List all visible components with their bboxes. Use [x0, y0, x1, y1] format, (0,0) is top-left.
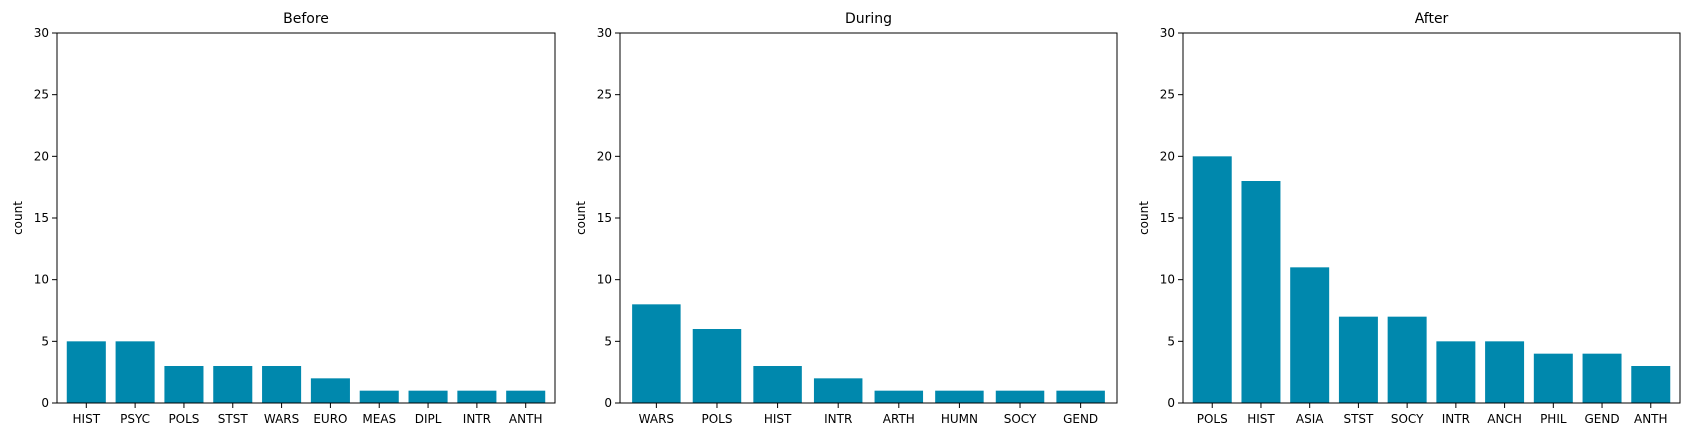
panel-before-ytick-label: 10: [34, 273, 49, 287]
xtick-label-wars: WARS: [639, 412, 674, 426]
panel-after-ylabel: count: [1137, 201, 1151, 235]
xtick-label-gend: GEND: [1063, 412, 1098, 426]
panel-before-ylabel: count: [11, 201, 25, 235]
panel-during-ytick-label: 5: [604, 334, 612, 348]
xtick-label-anth: ANTH: [509, 412, 543, 426]
bar-intr: [1436, 341, 1476, 403]
panel-after-ytick-label: 5: [1167, 334, 1175, 348]
panel-after-ytick-label: 30: [1160, 26, 1175, 40]
xtick-label-socy: SOCY: [1004, 412, 1037, 426]
xtick-label-wars: WARS: [264, 412, 299, 426]
xtick-label-humn: HUMN: [941, 412, 978, 426]
panel-before-frame: [56, 32, 556, 404]
bar-pols: [1192, 156, 1232, 403]
bar-dipl: [408, 390, 448, 403]
panel-before-title: Before: [283, 11, 329, 27]
bar-anth: [1631, 366, 1671, 403]
panel-during-title: During: [845, 11, 892, 27]
bar-psyc: [115, 341, 155, 403]
xtick-label-hist: HIST: [1247, 412, 1275, 426]
bar-stst: [213, 366, 253, 403]
xtick-label-phil: PHIL: [1540, 412, 1567, 426]
bar-pols: [164, 366, 204, 403]
panel-before-ytick-label: 15: [34, 211, 49, 225]
panel-during-ytick-label: 10: [597, 273, 612, 287]
xtick-label-arth: ARTH: [883, 412, 915, 426]
bar-wars: [262, 366, 302, 403]
bar-hist: [66, 341, 106, 403]
xtick-label-anch: ANCH: [1487, 412, 1522, 426]
xtick-label-intr: INTR: [463, 412, 491, 426]
bar-hist: [1241, 181, 1281, 403]
panel-during-ytick-label: 25: [597, 88, 612, 102]
panel-during-ytick-label: 30: [597, 26, 612, 40]
xtick-label-asia: ASIA: [1296, 412, 1324, 426]
panel-after-ytick-label: 25: [1160, 88, 1175, 102]
bar-phil: [1533, 353, 1573, 403]
xtick-label-socy: SOCY: [1391, 412, 1424, 426]
xtick-label-intr: INTR: [824, 412, 852, 426]
bar-humn: [935, 390, 984, 403]
xtick-label-euro: EURO: [313, 412, 347, 426]
panel-before-ytick-label: 25: [34, 88, 49, 102]
bar-arth: [874, 390, 924, 403]
bar-meas: [359, 390, 399, 403]
xtick-label-pols: POLS: [168, 412, 199, 426]
panel-after-ytick-label: 0: [1167, 396, 1175, 410]
bar-intr: [813, 378, 863, 403]
xtick-label-dipl: DIPL: [415, 412, 442, 426]
xtick-label-stst: STST: [1343, 412, 1374, 426]
panel-during-frame: [619, 32, 1118, 404]
bar-euro: [310, 378, 350, 403]
panel-after-ytick-label: 20: [1160, 149, 1175, 163]
bar-stst: [1338, 316, 1378, 403]
panel-before-ytick-label: 0: [41, 396, 49, 410]
xtick-label-meas: MEAS: [362, 412, 396, 426]
panel-before-ytick-label: 30: [34, 26, 49, 40]
bar-asia: [1290, 267, 1330, 403]
panel-before-ytick-label: 20: [34, 149, 49, 163]
panel-before-ytick-label: 5: [41, 334, 49, 348]
panel-after-ytick-label: 10: [1160, 273, 1175, 287]
panel-before: Before count 0 5 10 15 20 25 30 HIST PSYC POLS STST W…: [11, 11, 556, 426]
panel-during-ytick-label: 0: [604, 396, 612, 410]
panel-after-frame: [1182, 32, 1681, 404]
bar-gend: [1582, 353, 1622, 403]
xtick-label-pols: POLS: [701, 412, 732, 426]
bar-socy: [1387, 316, 1427, 403]
xtick-label-stst: STST: [218, 412, 249, 426]
panel-after-ytick-label: 15: [1160, 211, 1175, 225]
xtick-label-hist: HIST: [764, 412, 792, 426]
xtick-label-hist: HIST: [73, 412, 101, 426]
bar-gend: [1056, 390, 1105, 403]
xtick-label-intr: INTR: [1442, 412, 1470, 426]
bar-hist: [753, 366, 802, 403]
panel-during-ytick-label: 15: [597, 211, 612, 225]
bar-anth: [506, 390, 546, 403]
bar-wars: [632, 304, 681, 403]
panel-after: After count 0 5 10 15 20 25 30 POLS HIST ASIA STST SO…: [1137, 11, 1681, 426]
bar-anch: [1485, 341, 1525, 403]
panel-during-ylabel: count: [574, 201, 588, 235]
bar-intr: [457, 390, 497, 403]
xtick-label-psyc: PSYC: [120, 412, 150, 426]
panel-during: During count 0 5 10 15 20 25 30 WARS POLS HIST INTR A…: [574, 11, 1118, 426]
bar-socy: [995, 390, 1045, 403]
xtick-label-pols: POLS: [1197, 412, 1228, 426]
bar-pols: [692, 329, 742, 403]
xtick-label-anth: ANTH: [1634, 412, 1668, 426]
panel-during-ytick-label: 20: [597, 149, 612, 163]
panel-after-title: After: [1415, 11, 1449, 27]
xtick-label-gend: GEND: [1584, 412, 1619, 426]
